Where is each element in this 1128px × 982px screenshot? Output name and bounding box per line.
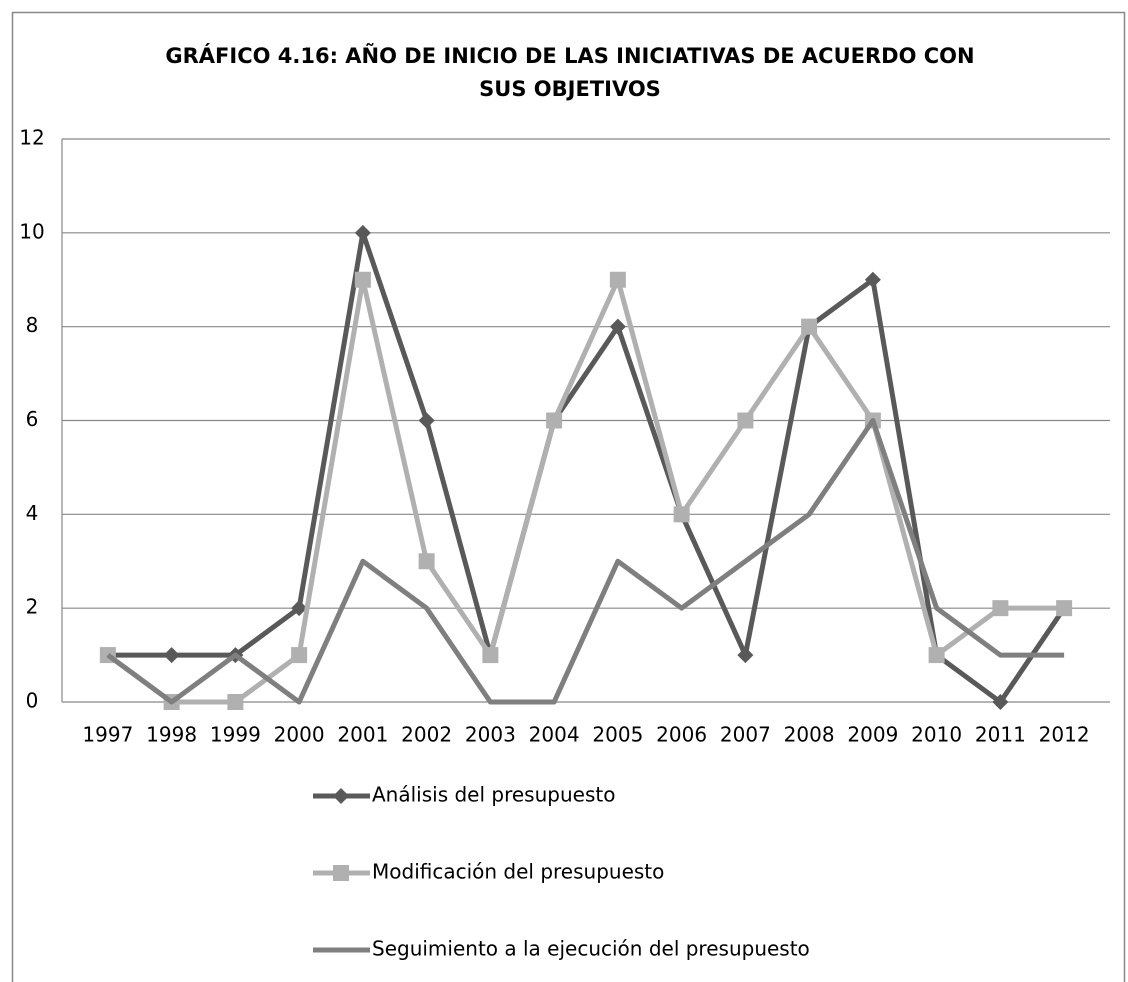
marker: [609, 271, 626, 288]
marker: [546, 412, 563, 429]
x-tick-label: 1999: [210, 723, 261, 747]
chart-border: [11, 11, 1126, 982]
x-tick-label: 2003: [465, 723, 516, 747]
x-tick-label: 2010: [911, 723, 962, 747]
marker: [418, 553, 435, 570]
x-tick-label: 2011: [975, 723, 1026, 747]
y-tick-label: 4: [26, 501, 39, 525]
marker: [609, 318, 626, 335]
marker: [992, 600, 1009, 617]
marker: [673, 506, 690, 523]
y-tick-label: 0: [26, 689, 39, 713]
marker: [801, 318, 818, 335]
marker: [737, 647, 754, 664]
x-tick-label: 2006: [656, 723, 707, 747]
marker: [354, 224, 371, 241]
legend-label: Modificación del presupuesto: [372, 860, 664, 884]
legend-label: Seguimiento a la ejecución del presupues…: [372, 937, 810, 961]
x-tick-label: 2005: [592, 723, 643, 747]
y-tick-label: 2: [26, 595, 39, 619]
marker: [227, 694, 244, 710]
line: [106, 418, 1065, 705]
marker: [992, 694, 1009, 710]
x-tick-label: 2012: [1039, 723, 1090, 747]
marker: [418, 412, 435, 429]
x-tick-label: 2008: [784, 723, 835, 747]
marker: [333, 865, 349, 881]
marker: [1056, 600, 1073, 617]
y-tick-label: 12: [19, 126, 44, 150]
marker: [163, 647, 180, 664]
x-tick-label: 2002: [401, 723, 452, 747]
line: [106, 277, 1065, 705]
marker: [333, 788, 349, 804]
x-tick-label: 1998: [146, 723, 197, 747]
marker: [291, 600, 308, 617]
chart-title: SUS OBJETIVOS: [479, 77, 661, 101]
line: [107, 230, 1067, 705]
legend-label: Análisis del presupuesto: [372, 783, 615, 807]
x-tick-label: 2001: [337, 723, 388, 747]
x-tick-label: 2007: [720, 723, 771, 747]
marker: [291, 647, 308, 664]
y-tick-label: 10: [19, 219, 44, 243]
marker: [482, 647, 499, 664]
x-tick-label: 2009: [847, 723, 898, 747]
marker: [928, 647, 945, 664]
x-tick-label: 2000: [274, 723, 325, 747]
marker: [354, 271, 371, 288]
y-tick-label: 6: [26, 407, 39, 431]
x-tick-label: 2004: [529, 723, 580, 747]
marker: [864, 271, 881, 288]
chart-title: GRÁFICO 4.16: AÑO DE INICIO DE LAS INICI…: [165, 43, 974, 68]
marker: [737, 412, 754, 429]
y-tick-label: 8: [26, 313, 39, 337]
x-tick-label: 1997: [82, 723, 133, 747]
